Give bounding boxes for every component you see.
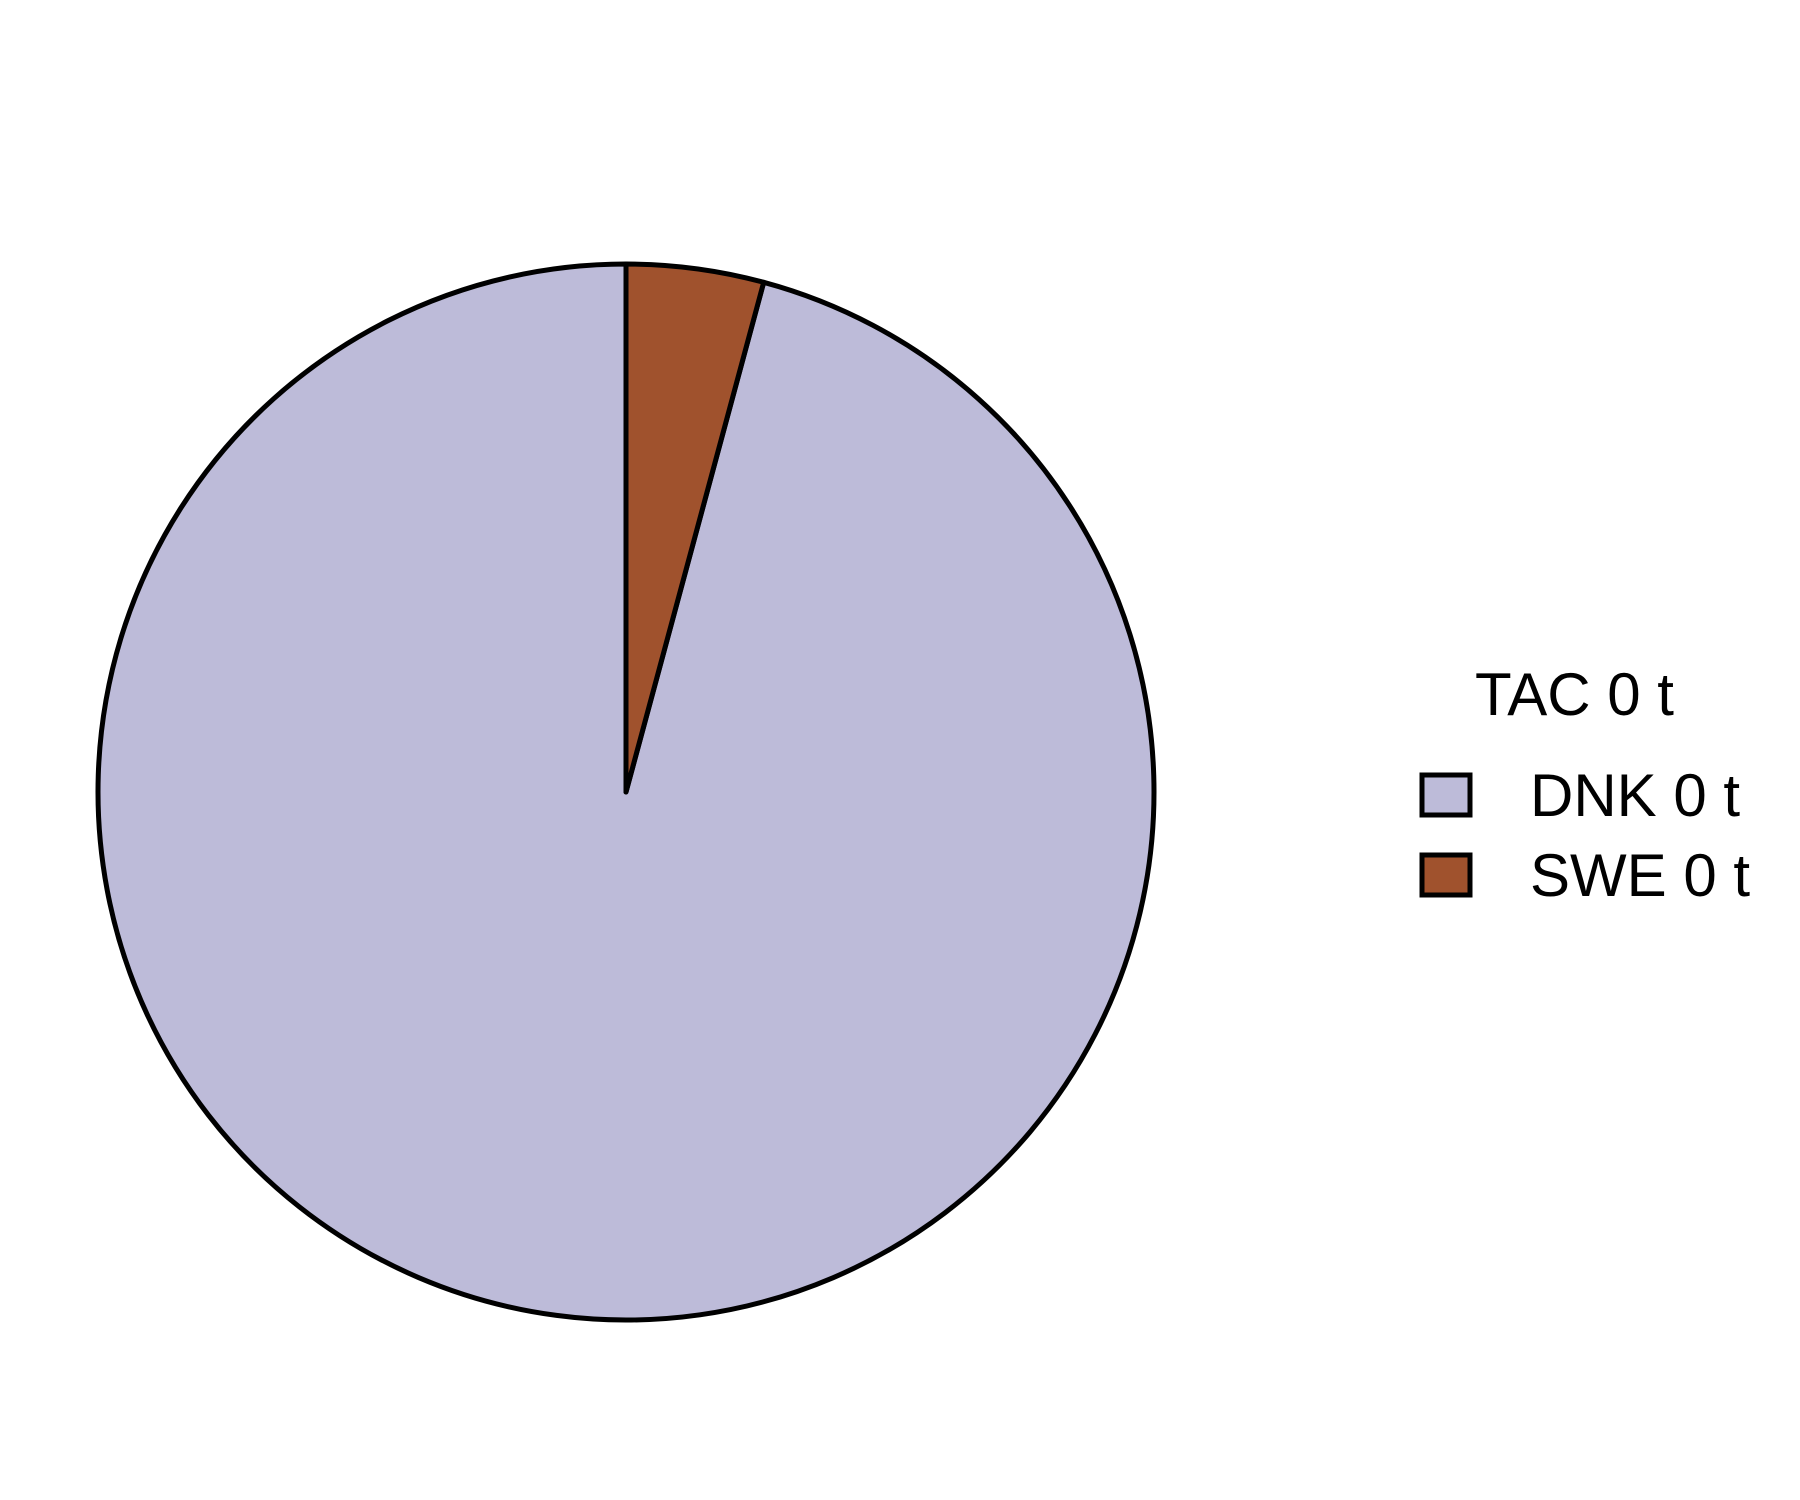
legend-label-dnk: DNK 0 t [1530, 762, 1740, 829]
pie-slices [95, 261, 1157, 1323]
legend-items: DNK 0 t SWE 0 t [1419, 762, 1750, 909]
legend-title: TAC 0 t [1475, 661, 1674, 728]
legend-swatch-dnk [1419, 772, 1473, 818]
legend-swatch-swe [1419, 852, 1473, 898]
pie-slice-swe [623, 261, 767, 795]
legend: TAC 0 t DNK 0 t SWE 0 t [1419, 661, 1750, 909]
legend-label-swe: SWE 0 t [1530, 842, 1750, 909]
